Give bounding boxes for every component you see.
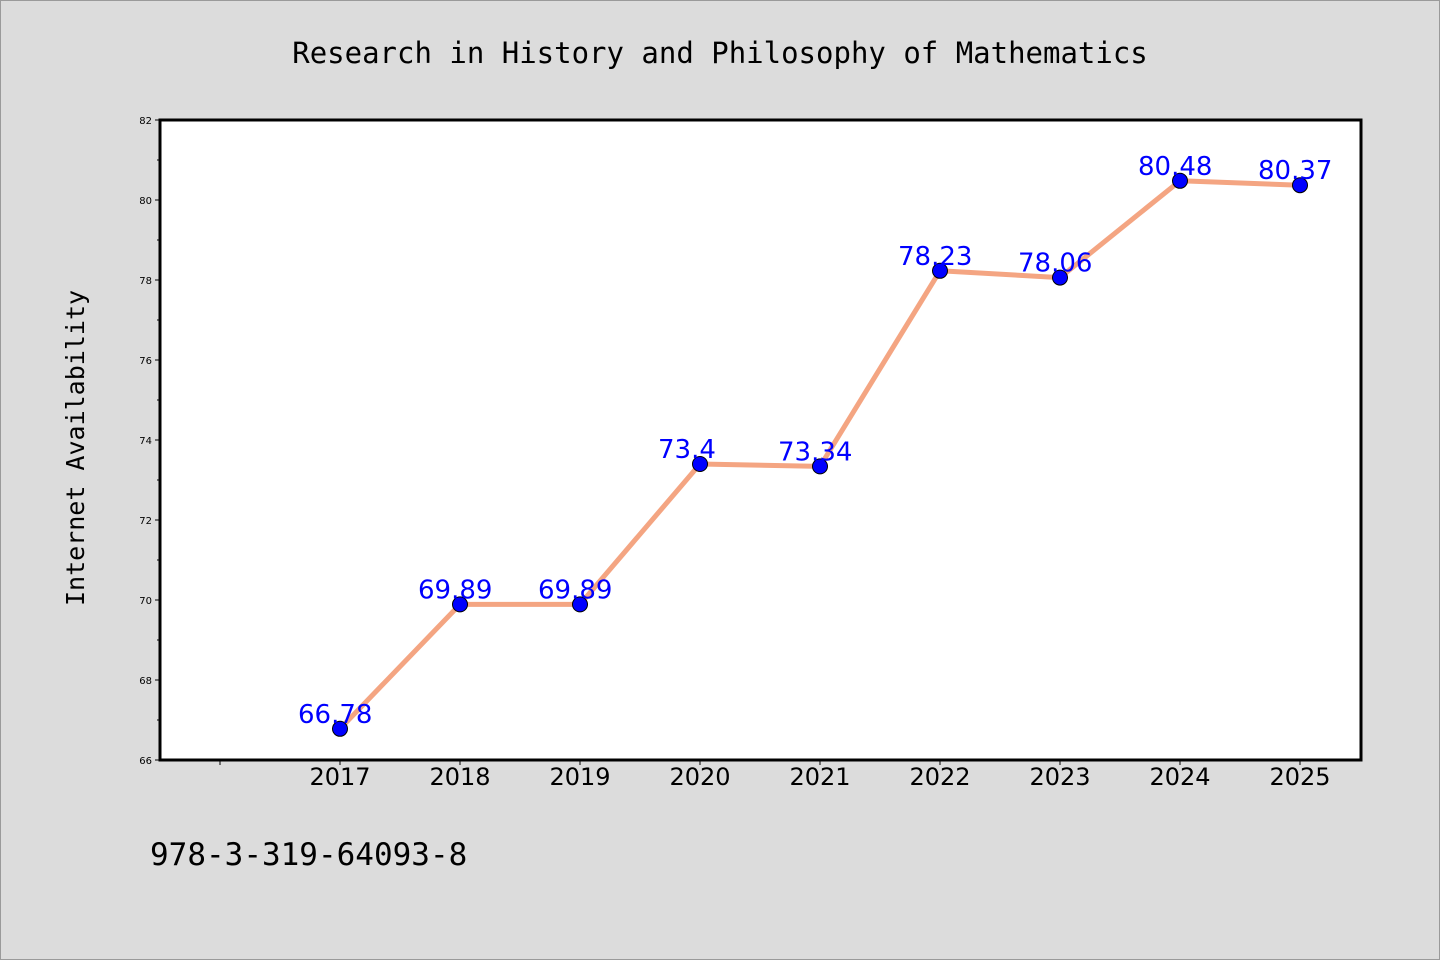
data-point-marker [332,720,348,737]
x-tick-label: 2024 [1149,763,1210,791]
data-label: 66.78 [298,700,372,730]
x-tick-label: 2020 [669,763,730,791]
axis-ticks: 66 68 70 72 74 76 78 80 82 2017 2018 2019 2020 2021 20… [139,116,1330,791]
data-point-marker [692,456,708,472]
y-tick-label: 80 [139,196,152,207]
data-label: 78.23 [898,242,972,272]
data-labels: 66.78 69.89 69.89 73.4 73.34 78.23 78.06 80.48 8… [298,152,1332,730]
x-tick-label: 2018 [429,763,490,791]
y-tick-label: 68 [139,676,152,687]
x-tick-label: 2022 [909,763,970,791]
y-tick-label: 78 [139,276,152,287]
x-tick-label: 2023 [1029,763,1090,791]
y-tick-label: 72 [139,516,152,527]
data-point-marker [572,596,588,613]
x-tick-label: 2021 [789,763,850,791]
x-tick-label: 2025 [1269,763,1330,791]
y-tick-label: 70 [139,596,152,607]
y-tick-label: 82 [139,116,152,127]
data-label: 78.06 [1018,249,1092,279]
data-point-marker [1172,172,1188,189]
data-label: 69.89 [538,575,612,605]
plot-area [160,120,1361,760]
chart-title: Research in History and Philosophy of Ma… [292,36,1148,70]
data-label: 69.89 [418,575,492,605]
data-point-marker [932,262,948,279]
y-tick-label: 76 [139,356,152,367]
data-label: 73.34 [778,437,852,467]
data-label: 80.48 [1138,152,1212,182]
data-point-marker [452,596,468,613]
data-label: 73.4 [658,435,716,465]
isbn-footer: 978-3-319-64093-8 [150,837,467,873]
y-tick-label: 74 [139,436,152,447]
data-label: 80.37 [1258,156,1332,186]
x-tick-label: 2017 [309,763,370,791]
y-tick-label: 66 [139,756,152,767]
plot-border [158,118,1363,762]
data-point-marker [1052,269,1068,286]
data-point-marker [812,458,828,475]
data-points [332,172,1308,737]
data-point-marker [1292,177,1308,194]
y-axis-label: Internet Availability [61,290,90,606]
x-tick-label: 2019 [549,763,610,791]
